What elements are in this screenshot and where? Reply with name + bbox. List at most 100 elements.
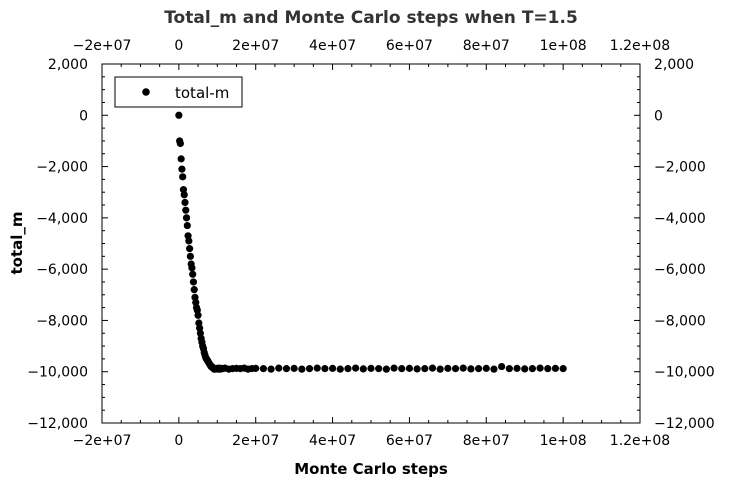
- y-tick-label-right: −6,000: [654, 262, 706, 278]
- data-point: [177, 155, 185, 163]
- data-point: [313, 364, 321, 372]
- data-point: [467, 365, 475, 373]
- data-point: [305, 365, 314, 373]
- data-point: [390, 364, 398, 372]
- data-point: [428, 364, 437, 372]
- data-point: [179, 173, 187, 181]
- y-tick-label: 2,000: [48, 57, 88, 73]
- x-tick-label-top: −2e+07: [73, 38, 132, 54]
- data-point: [186, 245, 194, 253]
- x-tick-label-top: 2e+07: [232, 38, 279, 54]
- x-tick-label: 2e+07: [232, 433, 279, 449]
- x-tick-label-top: 4e+07: [309, 38, 356, 54]
- data-point: [513, 364, 521, 372]
- data-point: [190, 286, 198, 294]
- data-point: [367, 364, 375, 372]
- y-tick-label: 0: [79, 108, 88, 124]
- data-point: [321, 365, 329, 373]
- data-point: [544, 365, 552, 373]
- data-point: [359, 365, 367, 373]
- x-tick-label: 6e+07: [386, 433, 433, 449]
- x-tick-label-top: 8e+07: [463, 38, 510, 54]
- legend: total-m: [114, 76, 243, 108]
- x-axis-label: Monte Carlo steps: [294, 460, 448, 478]
- data-point: [275, 364, 283, 372]
- data-point: [482, 364, 490, 372]
- x-tick-label: 4e+07: [309, 433, 356, 449]
- data-point: [551, 364, 560, 372]
- data-points: [175, 111, 567, 373]
- data-point: [490, 365, 498, 373]
- data-point: [282, 365, 291, 373]
- y-tick-label-right: −4,000: [654, 211, 706, 227]
- data-point: [176, 139, 184, 148]
- data-point: [259, 365, 267, 373]
- data-point: [189, 278, 198, 286]
- data-point: [175, 111, 183, 119]
- y-tick-label-right: −10,000: [654, 365, 715, 381]
- x-tick-label-top: 0: [174, 38, 183, 54]
- data-point: [194, 311, 202, 319]
- y-tick-label: −8,000: [36, 313, 88, 329]
- x-tick-label: 0: [174, 433, 183, 449]
- y-tick-label: −2,000: [36, 160, 88, 176]
- data-point: [498, 362, 506, 371]
- data-point: [521, 365, 529, 373]
- legend-marker: [142, 88, 150, 96]
- data-point: [398, 365, 406, 373]
- data-point: [180, 191, 188, 199]
- data-point: [267, 365, 275, 373]
- y-axis-label: total_m: [8, 211, 26, 274]
- data-point: [536, 364, 544, 372]
- y-tick-label-right: −8,000: [654, 313, 706, 329]
- x-tick-label: 1.2e+08: [610, 433, 670, 449]
- y-tick-label: −12,000: [27, 416, 88, 432]
- data-point: [421, 365, 429, 373]
- data-point: [505, 365, 513, 373]
- data-point: [344, 365, 352, 373]
- data-point: [459, 364, 467, 372]
- y-tick-label: −10,000: [27, 365, 88, 381]
- data-point: [189, 270, 197, 278]
- x-tick-label-top: 1.2e+08: [610, 38, 670, 54]
- y-tick-label-right: −2,000: [654, 160, 706, 176]
- data-point: [328, 364, 337, 372]
- x-tick-label-top: 6e+07: [386, 38, 433, 54]
- data-point: [436, 365, 444, 373]
- data-point: [382, 365, 390, 373]
- y-tick-label-right: 0: [654, 108, 663, 124]
- data-point: [405, 364, 414, 372]
- data-point: [181, 198, 189, 207]
- axes-ticks: −2e+07 −2e+07 0 0 2e+07 2e+07 4e+07 4e+07 6e+07 6…: [27, 38, 714, 449]
- data-point: [183, 221, 191, 230]
- data-point: [182, 206, 190, 214]
- x-tick-label-top: 1e+08: [540, 38, 587, 54]
- data-point: [413, 365, 421, 373]
- data-point: [290, 364, 298, 372]
- x-tick-label: 1e+08: [540, 433, 587, 449]
- y-tick-label-right: −12,000: [654, 416, 715, 432]
- data-point: [178, 165, 186, 173]
- data-point: [185, 237, 193, 245]
- data-point: [188, 264, 196, 272]
- legend-label: total-m: [175, 84, 229, 102]
- data-point: [252, 364, 260, 372]
- chart-title: Total_m and Monte Carlo steps when T=1.5: [164, 8, 578, 28]
- data-point: [528, 365, 537, 373]
- data-point: [182, 214, 191, 222]
- data-point: [298, 365, 306, 373]
- data-point: [336, 365, 344, 373]
- x-tick-label: −2e+07: [73, 433, 132, 449]
- legend-box: [114, 76, 243, 108]
- data-point: [352, 364, 360, 372]
- x-tick-label: 8e+07: [463, 433, 510, 449]
- y-tick-label: −6,000: [36, 262, 88, 278]
- data-point: [559, 365, 567, 373]
- data-point: [451, 365, 460, 373]
- data-point: [186, 252, 194, 260]
- data-point: [444, 364, 452, 372]
- y-tick-label: −4,000: [36, 211, 88, 227]
- data-point: [475, 365, 483, 373]
- data-point: [375, 365, 383, 373]
